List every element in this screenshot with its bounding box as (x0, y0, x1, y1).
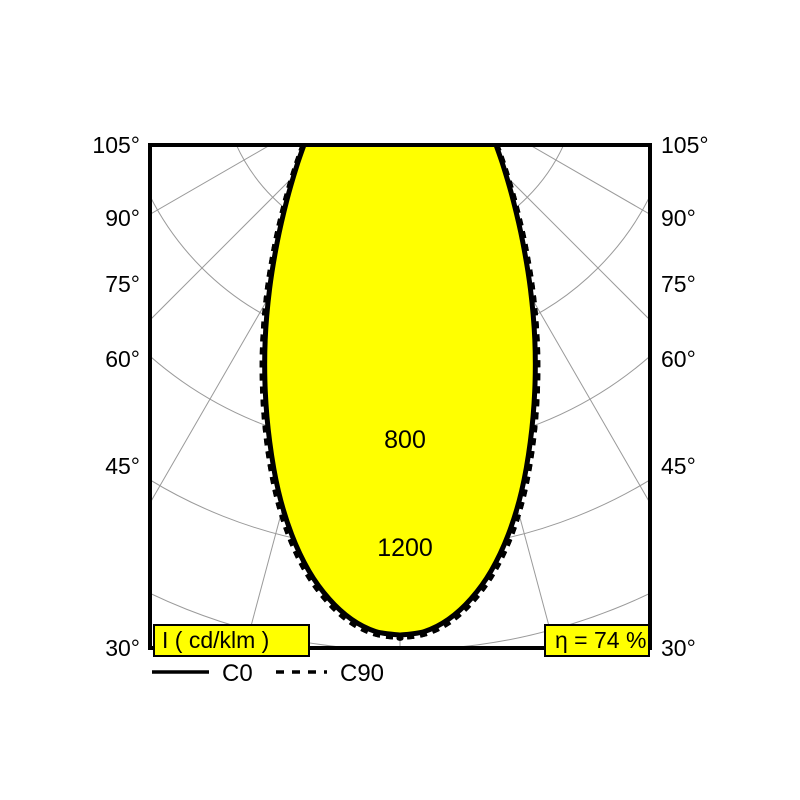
grid-spoke-45 (474, 145, 650, 321)
unit-badge: I ( cd/klm ) (153, 624, 310, 657)
legend-c0-label: C0 (222, 660, 253, 687)
unit-badge-box (153, 624, 310, 657)
axis-label-left-105: 105° (92, 132, 140, 158)
axis-label-right-90: 90° (661, 205, 696, 231)
curve-c0 (262, 145, 538, 639)
grid-spoke-60 (528, 145, 650, 215)
axis-label-right-75: 75° (661, 271, 696, 297)
contour-label-800: 800 (384, 426, 426, 454)
grid-spoke--60 (150, 145, 272, 215)
axis-label-left-75: 75° (105, 271, 140, 297)
plot-frame (148, 143, 652, 650)
axis-label-right-60: 60° (661, 346, 696, 372)
grid-spoke--45 (150, 145, 326, 321)
axis-label-right-105: 105° (661, 132, 709, 158)
axis-label-right-45: 45° (661, 453, 696, 479)
axis-label-left-90: 90° (105, 205, 140, 231)
chart-legend: C0 C90 (152, 660, 384, 687)
contour-label-1200: 1200 (377, 534, 433, 562)
axis-label-left-30: 30° (105, 635, 140, 661)
efficiency-badge-box (544, 624, 650, 657)
axis-label-right-30: 30° (661, 635, 696, 661)
legend-c90-label: C90 (340, 660, 384, 687)
curve-c90-overlay (259, 145, 541, 641)
efficiency-badge: η = 74 % (544, 624, 650, 657)
distribution-curves (259, 145, 541, 641)
unit-badge-label: I ( cd/klm ) (162, 627, 269, 653)
axis-label-left-60: 60° (105, 346, 140, 372)
axis-label-left-45: 45° (105, 453, 140, 479)
efficiency-badge-label: η = 74 % (555, 627, 646, 653)
